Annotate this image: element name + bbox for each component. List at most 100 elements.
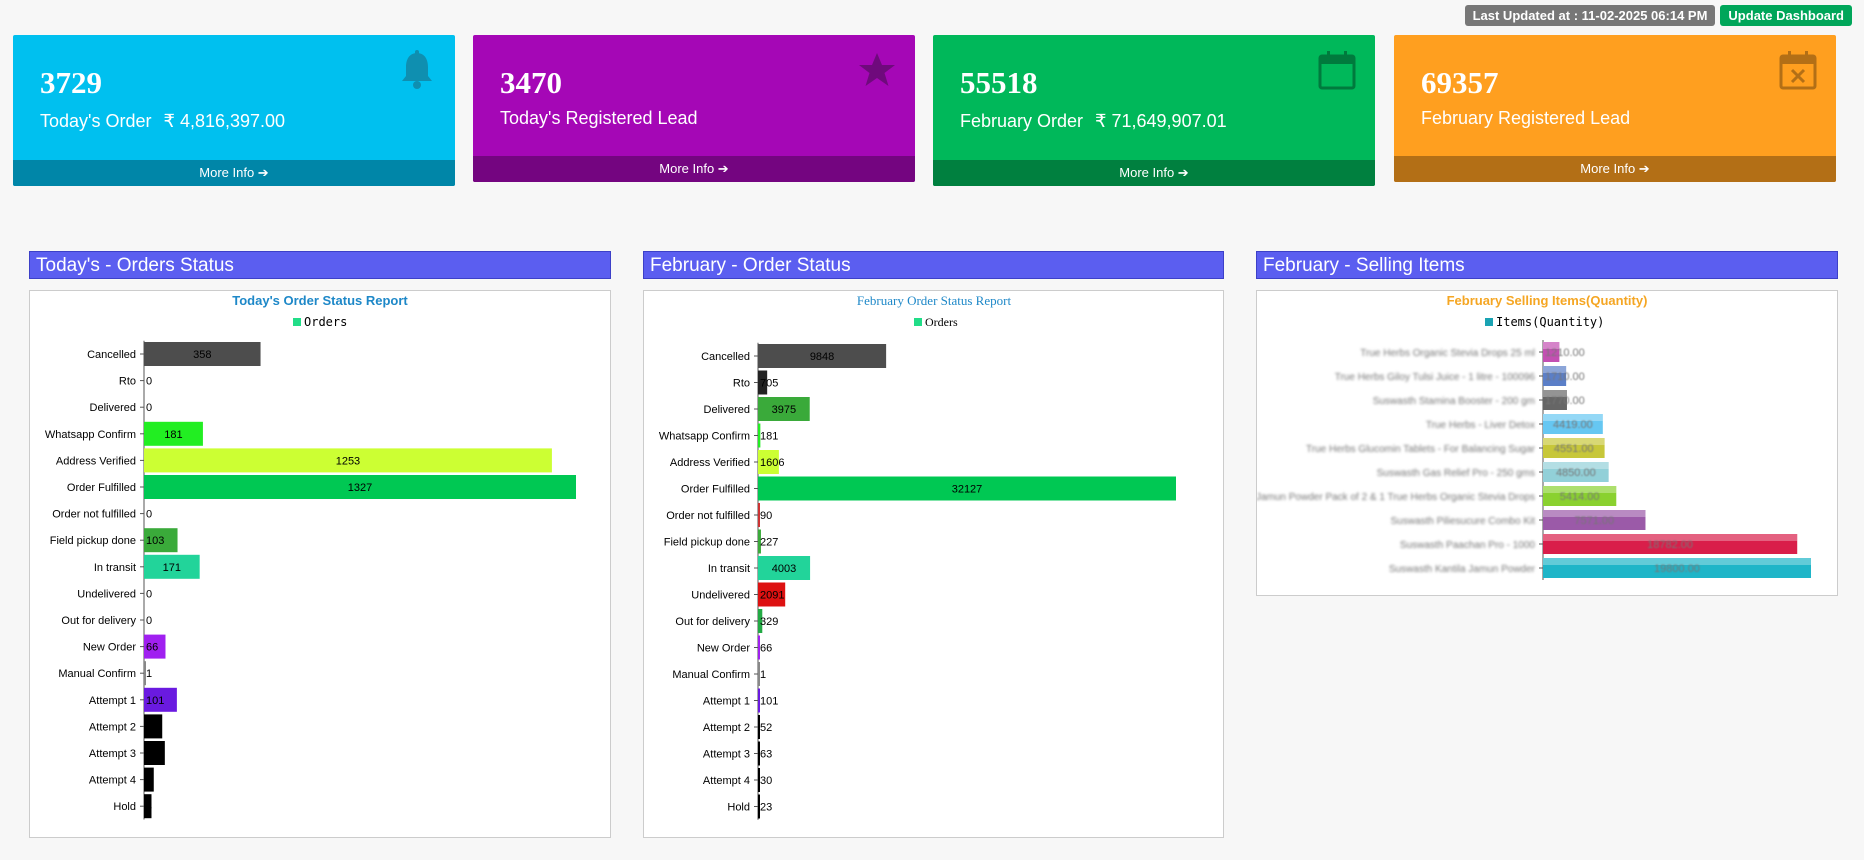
more-info-link[interactable]: More Info ➔: [473, 156, 915, 182]
last-updated-badge: Last Updated at : 11-02-2025 06:14 PM: [1464, 5, 1716, 26]
bar: [758, 370, 768, 395]
category-label: True Herbs Glucomin Tablets - For Balanc…: [1306, 444, 1536, 455]
category-label: Rto: [119, 376, 136, 388]
category-label: Hold: [727, 802, 750, 814]
bar: [758, 397, 810, 421]
todays-registered-lead-tile: 3470 Today's Registered Lead More Info ➔: [473, 35, 915, 182]
bar: [758, 344, 887, 368]
category-label: Delivered: [704, 404, 750, 416]
category-label: Field pickup done: [664, 537, 750, 549]
category-label: Order not fulfilled: [52, 509, 136, 521]
bar-gloss: [1543, 366, 1567, 373]
bar: [144, 475, 576, 499]
bar-gloss: [1543, 462, 1609, 469]
tile-number: 55518: [960, 65, 1038, 100]
update-dashboard-button[interactable]: Update Dashboard: [1720, 5, 1852, 26]
bar: [758, 768, 760, 792]
category-label: True Herbs Giloy Tulsi Juice - 1 litre -…: [1335, 372, 1536, 383]
legend-swatch: [914, 318, 922, 326]
bar: [758, 450, 779, 474]
category-label: New Order: [697, 643, 751, 655]
february-order-tile: 55518 February Order ₹ 71,649,907.01 More…: [933, 35, 1375, 186]
value-label: 4551.00: [1554, 443, 1594, 455]
value-label: 181: [760, 431, 778, 443]
calendar-icon: [1318, 51, 1356, 90]
value-label: 23: [760, 802, 772, 814]
value-label: 329: [760, 616, 778, 628]
value-label: 0: [146, 615, 152, 627]
bar: [144, 741, 165, 765]
value-label: 90: [760, 510, 772, 522]
chart-title: February Selling Items(Quantity): [1447, 293, 1648, 308]
bar: [758, 688, 760, 713]
bar: [1543, 534, 1798, 554]
bar: [758, 582, 786, 607]
value-label: 171: [163, 562, 181, 574]
category-label: True Herbs - Liver Detox: [1426, 420, 1535, 431]
february-registered-lead-tile: 69357 February Registered Lead More Info…: [1394, 35, 1836, 182]
bar: [144, 554, 200, 579]
bar: [144, 767, 154, 792]
bar-gloss: [1543, 342, 1560, 349]
value-label: 0: [146, 376, 152, 388]
category-label: Whatsapp Confirm: [659, 431, 750, 443]
more-info-link[interactable]: More Info ➔: [1394, 156, 1836, 182]
category-label: Attempt 2: [89, 721, 136, 733]
legend-label: Orders: [925, 315, 958, 329]
more-info-link[interactable]: More Info ➔: [933, 160, 1375, 186]
value-label: 103: [146, 535, 164, 547]
tile-label: February Registered Lead: [1421, 108, 1631, 128]
value-label: 66: [760, 643, 772, 655]
legend-label: Orders: [304, 315, 347, 329]
legend-swatch: [293, 318, 301, 326]
bar-gloss: [1543, 558, 1811, 565]
category-label: Suswasth Gas Relief Pro - 250 gms: [1377, 468, 1535, 479]
bar: [1543, 366, 1567, 386]
value-label: 30: [760, 775, 772, 787]
bar: [1543, 438, 1605, 458]
bar: [1543, 510, 1646, 530]
bar-gloss: [1543, 486, 1617, 493]
bar: [1543, 486, 1617, 506]
bar: [758, 423, 761, 448]
value-label: 1710.00: [1545, 371, 1585, 383]
tile-label: February Order ₹ 71,649,907.01: [960, 111, 1227, 131]
more-info-link[interactable]: More Info ➔: [13, 160, 455, 186]
category-label: Order Fulfilled: [67, 482, 136, 494]
bar: [758, 794, 760, 819]
february-selling-items-chart-panel: February Selling Items(Quantity) Items(Qu…: [1256, 290, 1838, 596]
bar: [758, 635, 760, 660]
value-label: 101: [146, 695, 164, 707]
category-label: Manual Confirm: [58, 668, 136, 680]
todays-order-tile: 3729 Today's Order ₹ 4,816,397.00 More In…: [13, 35, 455, 186]
february-selling-items-chart: February Selling Items(Quantity) Items(Qu…: [1257, 293, 1811, 580]
category-label: Out for delivery: [61, 615, 136, 627]
category-label: Suswasth Kantila Jamun Powder Pack of 2 …: [1257, 492, 1535, 503]
value-label: 4850.00: [1556, 467, 1596, 479]
topbar: Last Updated at : 11-02-2025 06:14 PM Up…: [1464, 5, 1852, 26]
value-label: 705: [760, 378, 778, 390]
bar: [758, 556, 811, 580]
chart-title: Today's Order Status Report: [232, 293, 408, 308]
tile-number: 3729: [40, 65, 102, 100]
chart-title: February Order Status Report: [857, 293, 1012, 308]
category-label: Hold: [113, 801, 136, 813]
bar: [758, 715, 760, 739]
category-label: Cancelled: [87, 349, 136, 361]
value-label: 3: [146, 801, 152, 813]
tile-label: Today's Order ₹ 4,816,397.00: [40, 111, 286, 131]
category-label: Attempt 4: [703, 775, 750, 787]
february-order-status-chart: February Order Status Report Orders Cancel…: [659, 293, 1176, 820]
category-label: Field pickup done: [50, 535, 136, 547]
bar: [144, 634, 166, 659]
bar: [758, 476, 1176, 501]
category-label: Address Verified: [670, 457, 750, 469]
bar: [1543, 558, 1811, 578]
calendar-x-icon: [1779, 51, 1817, 90]
category-label: Attempt 1: [89, 695, 136, 707]
value-label: 32127: [952, 484, 983, 496]
bar: [144, 448, 552, 473]
category-label: Suswasth Piliesucure Combo Kit: [1390, 516, 1535, 527]
value-label: 4003: [772, 563, 796, 575]
category-label: New Order: [83, 642, 137, 654]
